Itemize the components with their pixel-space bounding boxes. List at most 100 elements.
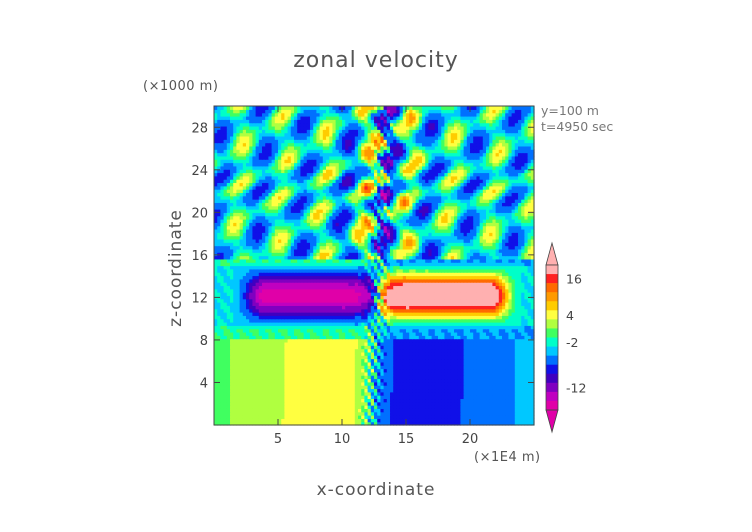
field-cell bbox=[274, 285, 279, 290]
field-cell bbox=[319, 408, 324, 413]
field-cell bbox=[335, 401, 340, 406]
field-cell bbox=[303, 348, 308, 353]
field-cell bbox=[271, 411, 276, 416]
field-cell bbox=[495, 312, 500, 316]
field-cell bbox=[242, 292, 247, 296]
field-cell bbox=[393, 348, 397, 353]
field-cell bbox=[316, 275, 321, 280]
field-cell bbox=[252, 345, 257, 350]
field-cell bbox=[492, 381, 497, 386]
field-cell bbox=[284, 262, 289, 267]
field-cell bbox=[383, 401, 388, 406]
field-cell bbox=[370, 375, 375, 380]
field-cell bbox=[492, 408, 497, 413]
field-cell bbox=[252, 292, 257, 296]
field-cell bbox=[310, 325, 314, 330]
field-cell bbox=[377, 415, 381, 419]
field-cell bbox=[335, 298, 340, 303]
field-cell bbox=[521, 398, 525, 403]
field-cell bbox=[287, 272, 292, 277]
field-cell bbox=[527, 348, 532, 353]
field-cell bbox=[249, 328, 253, 333]
field-cell bbox=[361, 385, 365, 390]
field-cell bbox=[374, 315, 378, 320]
field-cell bbox=[527, 275, 532, 280]
field-cell bbox=[396, 418, 401, 423]
field-cell bbox=[226, 312, 231, 316]
field-cell bbox=[242, 268, 247, 273]
field-cell bbox=[438, 361, 442, 366]
field-cell bbox=[316, 288, 321, 293]
field-cell bbox=[242, 408, 247, 413]
field-cell bbox=[518, 265, 522, 270]
field-cell bbox=[230, 258, 234, 263]
field-cell bbox=[348, 408, 353, 413]
field-cell bbox=[271, 368, 276, 373]
field-cell bbox=[444, 358, 449, 363]
field-cell bbox=[303, 325, 308, 330]
field-cell bbox=[479, 285, 484, 290]
field-cell bbox=[521, 341, 525, 346]
field-cell bbox=[326, 398, 330, 403]
field-cell bbox=[498, 361, 503, 366]
field-cell bbox=[450, 282, 455, 287]
field-cell bbox=[233, 278, 237, 283]
field-cell bbox=[418, 302, 423, 306]
field-cell bbox=[434, 338, 439, 343]
field-cell bbox=[486, 405, 490, 409]
field-cell bbox=[377, 371, 381, 376]
field-cell bbox=[406, 275, 410, 280]
field-cell bbox=[220, 305, 225, 310]
field-cell bbox=[457, 411, 461, 416]
field-cell bbox=[303, 285, 308, 290]
field-cell bbox=[482, 285, 487, 290]
field-cell bbox=[230, 278, 234, 283]
field-cell bbox=[354, 395, 359, 400]
field-cell bbox=[489, 338, 493, 343]
field-cell bbox=[486, 315, 490, 320]
field-cell bbox=[402, 318, 407, 323]
field-cell bbox=[530, 298, 535, 303]
field-cell bbox=[268, 345, 273, 350]
field-cell bbox=[351, 348, 356, 353]
field-cell bbox=[511, 262, 516, 267]
field-cell bbox=[233, 305, 237, 310]
field-cell bbox=[463, 381, 468, 386]
field-cell bbox=[246, 321, 250, 326]
field-cell bbox=[361, 365, 365, 370]
field-cell bbox=[444, 258, 449, 263]
field-cell bbox=[438, 368, 442, 373]
field-cell bbox=[294, 371, 298, 376]
field-cell bbox=[313, 272, 317, 277]
field-cell bbox=[511, 341, 516, 346]
field-cell bbox=[303, 258, 308, 263]
field-cell bbox=[246, 318, 250, 323]
field-cell bbox=[300, 328, 305, 333]
field-cell bbox=[284, 415, 289, 419]
field-cell bbox=[521, 278, 525, 283]
field-cell bbox=[377, 278, 381, 283]
field-cell bbox=[242, 272, 247, 277]
field-cell bbox=[332, 421, 337, 426]
field-cell bbox=[518, 272, 522, 277]
field-cell bbox=[482, 278, 487, 283]
field-cell bbox=[396, 341, 401, 346]
field-cell bbox=[473, 305, 477, 310]
field-cell bbox=[281, 338, 285, 343]
field-cell bbox=[374, 395, 378, 400]
field-cell bbox=[239, 345, 244, 350]
field-cell bbox=[332, 355, 337, 360]
field-cell bbox=[367, 378, 372, 383]
field-cell bbox=[470, 401, 474, 406]
field-cell bbox=[246, 285, 250, 290]
field-cell bbox=[486, 338, 490, 343]
field-cell bbox=[290, 365, 295, 370]
field-cell bbox=[386, 378, 391, 383]
field-cell bbox=[434, 331, 439, 336]
field-cell bbox=[412, 421, 417, 426]
field-cell bbox=[476, 421, 481, 426]
field-cell bbox=[342, 325, 346, 330]
field-cell bbox=[495, 398, 500, 403]
field-cell bbox=[303, 358, 308, 363]
field-cell bbox=[220, 312, 225, 316]
